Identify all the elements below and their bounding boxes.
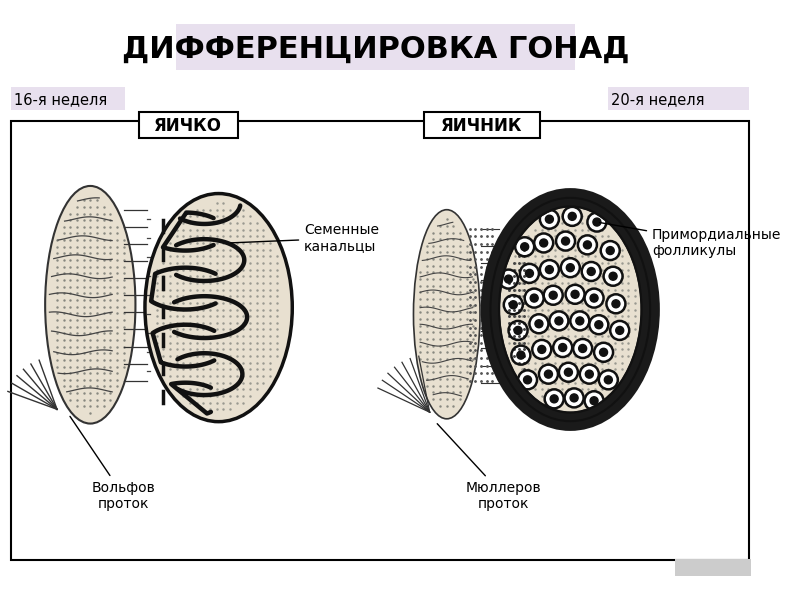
Circle shape bbox=[576, 317, 584, 325]
Circle shape bbox=[587, 268, 595, 275]
Circle shape bbox=[540, 239, 548, 247]
Circle shape bbox=[559, 363, 578, 382]
Circle shape bbox=[515, 237, 534, 256]
Circle shape bbox=[561, 258, 580, 277]
Circle shape bbox=[595, 321, 603, 329]
Text: ЯИЧКО: ЯИЧКО bbox=[154, 117, 222, 135]
Circle shape bbox=[540, 260, 559, 279]
Circle shape bbox=[558, 344, 566, 352]
Circle shape bbox=[550, 311, 569, 331]
Circle shape bbox=[578, 344, 586, 352]
Circle shape bbox=[578, 235, 597, 254]
Circle shape bbox=[534, 233, 553, 253]
Circle shape bbox=[604, 376, 612, 384]
Circle shape bbox=[587, 212, 606, 232]
Ellipse shape bbox=[499, 206, 642, 413]
Circle shape bbox=[566, 263, 574, 272]
FancyBboxPatch shape bbox=[608, 87, 749, 110]
Circle shape bbox=[566, 285, 585, 304]
Circle shape bbox=[616, 326, 624, 334]
FancyBboxPatch shape bbox=[11, 87, 126, 110]
Circle shape bbox=[562, 207, 582, 226]
Circle shape bbox=[509, 321, 527, 340]
FancyBboxPatch shape bbox=[11, 121, 749, 560]
Circle shape bbox=[530, 294, 538, 302]
Ellipse shape bbox=[414, 210, 480, 419]
Circle shape bbox=[570, 394, 578, 402]
Circle shape bbox=[565, 368, 572, 376]
Circle shape bbox=[550, 291, 557, 299]
Circle shape bbox=[545, 370, 553, 378]
Circle shape bbox=[609, 272, 617, 280]
Circle shape bbox=[606, 294, 626, 313]
Circle shape bbox=[505, 275, 513, 283]
Circle shape bbox=[593, 218, 601, 226]
Circle shape bbox=[525, 289, 544, 308]
Circle shape bbox=[504, 295, 522, 314]
Circle shape bbox=[556, 232, 575, 251]
Circle shape bbox=[599, 348, 607, 356]
Circle shape bbox=[520, 264, 539, 283]
Circle shape bbox=[568, 212, 576, 220]
FancyBboxPatch shape bbox=[675, 559, 751, 575]
Text: ДИФФЕРЕНЦИРОВКА ГОНАД: ДИФФЕРЕНЦИРОВКА ГОНАД bbox=[122, 35, 629, 64]
Circle shape bbox=[511, 346, 530, 365]
Text: Мюллеров
проток: Мюллеров проток bbox=[438, 424, 542, 511]
FancyBboxPatch shape bbox=[138, 112, 238, 139]
Circle shape bbox=[570, 311, 590, 331]
Text: 16-я неделя: 16-я неделя bbox=[14, 92, 107, 107]
Circle shape bbox=[499, 269, 518, 289]
Circle shape bbox=[550, 395, 558, 403]
Circle shape bbox=[546, 266, 554, 274]
Circle shape bbox=[553, 338, 572, 357]
Circle shape bbox=[599, 370, 618, 389]
Circle shape bbox=[517, 351, 525, 359]
Circle shape bbox=[532, 340, 551, 359]
Circle shape bbox=[585, 289, 603, 308]
Ellipse shape bbox=[145, 194, 292, 422]
Circle shape bbox=[590, 397, 598, 405]
Circle shape bbox=[580, 365, 599, 383]
Circle shape bbox=[514, 326, 522, 334]
Circle shape bbox=[562, 237, 570, 245]
Text: 20-я неделя: 20-я неделя bbox=[611, 92, 705, 107]
Circle shape bbox=[544, 286, 562, 305]
Circle shape bbox=[510, 301, 518, 309]
Ellipse shape bbox=[45, 186, 135, 424]
Circle shape bbox=[571, 290, 579, 298]
Circle shape bbox=[590, 315, 608, 334]
Circle shape bbox=[545, 389, 564, 409]
Circle shape bbox=[526, 269, 534, 277]
Circle shape bbox=[610, 321, 630, 340]
Circle shape bbox=[586, 370, 594, 378]
Circle shape bbox=[585, 391, 603, 410]
Circle shape bbox=[523, 376, 531, 384]
Text: ЯИЧНИК: ЯИЧНИК bbox=[441, 117, 522, 135]
Circle shape bbox=[518, 370, 537, 389]
Circle shape bbox=[583, 241, 591, 249]
Circle shape bbox=[601, 241, 620, 260]
Circle shape bbox=[546, 215, 554, 223]
Circle shape bbox=[535, 320, 543, 328]
Circle shape bbox=[538, 346, 546, 353]
Circle shape bbox=[573, 339, 592, 358]
Circle shape bbox=[582, 262, 601, 281]
Text: Вольфов
проток: Вольфов проток bbox=[70, 416, 155, 511]
Circle shape bbox=[594, 343, 613, 362]
Circle shape bbox=[565, 388, 584, 407]
Circle shape bbox=[603, 267, 622, 286]
Circle shape bbox=[521, 243, 529, 251]
Circle shape bbox=[555, 317, 563, 325]
FancyBboxPatch shape bbox=[176, 25, 575, 70]
Text: Примордиальные
фолликулы: Примордиальные фолликулы bbox=[600, 223, 782, 258]
Circle shape bbox=[530, 314, 549, 333]
FancyBboxPatch shape bbox=[424, 112, 540, 139]
Circle shape bbox=[606, 247, 614, 254]
Text: Семенные
канальцы: Семенные канальцы bbox=[231, 223, 379, 253]
Circle shape bbox=[612, 300, 620, 308]
Circle shape bbox=[590, 294, 598, 302]
Circle shape bbox=[539, 365, 558, 383]
Circle shape bbox=[540, 210, 559, 229]
